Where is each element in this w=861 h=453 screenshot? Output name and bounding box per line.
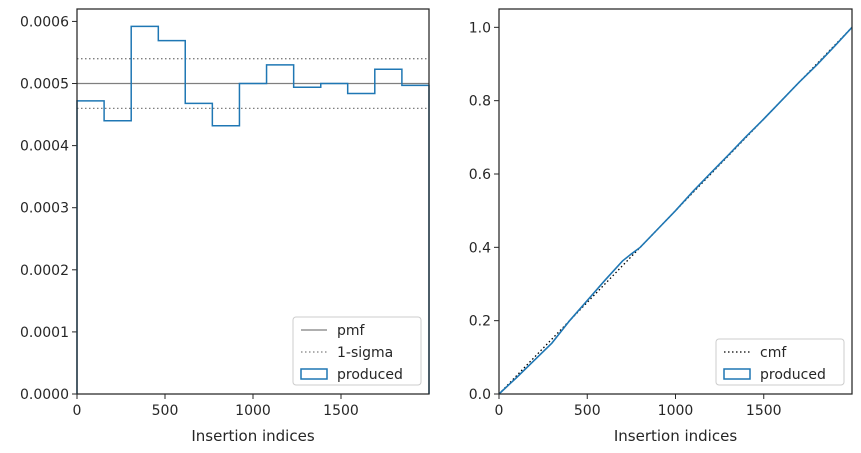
right-legend-label: cmf	[760, 345, 787, 361]
left-y-tick-label: 0.0002	[20, 263, 69, 279]
left-plot-area	[76, 25, 430, 394]
produced-histogram	[76, 25, 430, 394]
left-x-axis-label: Insertion indices	[191, 427, 314, 445]
left-y-ticks: 0.0000 0.0001 0.0002 0.0003 0.0004 0.0005 0.00…	[20, 14, 77, 403]
right-x-tick-label: 1500	[746, 403, 782, 419]
produced-cumulative-line	[498, 26, 853, 395]
left-x-tick-label: 500	[152, 403, 179, 419]
right-axes-frame	[498, 8, 853, 395]
right-y-tick-label: 0.6	[469, 167, 491, 183]
right-y-tick-label: 0.2	[469, 314, 491, 330]
cmf-line-chart: 0.0 0.2 0.4 0.6 0.8 1.0 0 500 1000 1500 Insertio…	[469, 8, 853, 445]
left-legend-handle-produced	[300, 368, 328, 380]
left-axes-frame	[76, 8, 430, 395]
left-legend-label: pmf	[337, 323, 366, 339]
right-legend: cmf produced	[715, 338, 845, 386]
left-legend-label: produced	[337, 367, 403, 383]
right-plot-area	[498, 26, 853, 395]
right-legend-label: produced	[760, 367, 826, 383]
right-y-tick-label: 0.8	[469, 94, 491, 110]
right-y-tick-label: 0.0	[469, 387, 491, 403]
left-y-tick-label: 0.0000	[20, 387, 69, 403]
left-y-tick-label: 0.0003	[20, 201, 69, 217]
right-x-tick-label: 1000	[658, 403, 694, 419]
left-y-tick-label: 0.0001	[20, 325, 69, 341]
right-x-tick-label: 0	[495, 403, 504, 419]
right-legend-box	[715, 338, 845, 386]
left-x-tick-label: 1500	[323, 403, 359, 419]
right-x-ticks: 0 500 1000 1500	[495, 394, 782, 419]
right-x-tick-label: 500	[574, 403, 601, 419]
left-legend: pmf 1-sigma produced	[292, 316, 422, 386]
left-y-tick-label: 0.0006	[20, 14, 69, 30]
right-y-tick-label: 1.0	[469, 20, 491, 36]
right-y-ticks: 0.0 0.2 0.4 0.6 0.8 1.0	[469, 20, 499, 403]
left-legend-label: 1-sigma	[337, 345, 393, 361]
left-x-tick-label: 0	[73, 403, 82, 419]
right-y-tick-label: 0.4	[469, 240, 491, 256]
left-y-tick-label: 0.0005	[20, 77, 69, 93]
left-x-tick-label: 1000	[235, 403, 271, 419]
right-x-axis-label: Insertion indices	[614, 427, 737, 445]
right-legend-handle-produced	[723, 368, 751, 380]
left-x-ticks: 0 500 1000 1500	[73, 394, 359, 419]
left-y-tick-label: 0.0004	[20, 139, 69, 155]
left-legend-box	[292, 316, 422, 386]
pmf-histogram-chart: 0.0000 0.0001 0.0002 0.0003 0.0004 0.0005 0.00…	[20, 8, 430, 445]
